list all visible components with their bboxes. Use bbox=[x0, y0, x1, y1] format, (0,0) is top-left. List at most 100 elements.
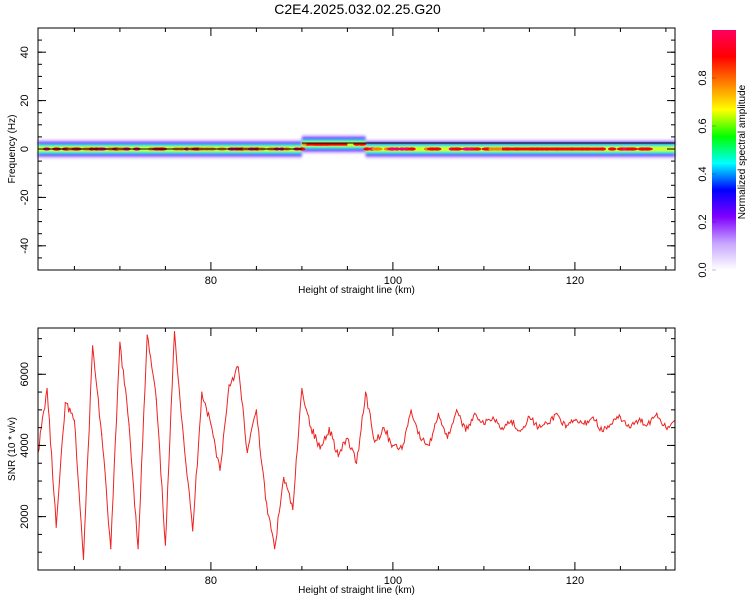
snr-y-tick-label: 4000 bbox=[19, 433, 31, 457]
snr-data-point bbox=[292, 508, 294, 511]
colorbar-tick-label: 0.8 bbox=[697, 70, 709, 85]
spectrogram-y-tick-label: -20 bbox=[19, 189, 31, 205]
spectrogram-x-axis-title: Height of straight line (km) bbox=[298, 285, 415, 296]
snr-data-point bbox=[446, 437, 449, 439]
snr-data-point bbox=[647, 423, 649, 425]
snr-data-point bbox=[501, 427, 503, 429]
snr-data-point bbox=[119, 341, 121, 343]
snr-data-point bbox=[346, 437, 348, 439]
snr-data-point bbox=[619, 416, 622, 418]
snr-data-point bbox=[310, 427, 312, 429]
snr-data-point bbox=[401, 448, 403, 450]
band-hotspot bbox=[607, 147, 617, 151]
snr-series-line bbox=[37, 331, 676, 560]
spectrogram-x-tick-label: 120 bbox=[566, 275, 584, 287]
snr-data-point bbox=[355, 462, 358, 464]
snr-data-point bbox=[128, 423, 130, 425]
snr-data-point bbox=[246, 451, 248, 454]
snr-data-point bbox=[492, 416, 494, 418]
snr-data-point bbox=[92, 345, 94, 347]
snr-data-point bbox=[55, 526, 57, 528]
snr-data-point bbox=[264, 498, 267, 500]
snr-data-point bbox=[192, 530, 194, 532]
snr-data-point bbox=[46, 387, 48, 390]
spectrogram-y-tick-label: 40 bbox=[19, 46, 31, 58]
spectrogram-y-tick-label: 20 bbox=[19, 94, 31, 106]
snr-plot-frame bbox=[37, 327, 676, 571]
band-hotspot bbox=[408, 147, 416, 151]
snr-data-point bbox=[337, 455, 339, 457]
spectrogram-y-tick-label: 0 bbox=[19, 146, 31, 152]
colorbar: 0.0 0.2 0.4 0.6 0.8 Normalized spectral ampli… bbox=[697, 30, 748, 278]
band-strong-segment bbox=[306, 142, 348, 146]
snr-data-point bbox=[228, 384, 230, 386]
snr-data-point bbox=[392, 444, 394, 447]
band-hotspot bbox=[472, 147, 482, 151]
page-title: C2E4.2025.032.02.25.G20 bbox=[274, 1, 441, 17]
snr-data-point bbox=[456, 409, 458, 411]
snr-data-point bbox=[537, 427, 540, 429]
snr-x-tick-label: 80 bbox=[205, 575, 217, 587]
snr-data-point bbox=[201, 391, 203, 393]
snr-data-point bbox=[556, 412, 558, 415]
snr-data-point bbox=[628, 427, 631, 429]
spectral-band bbox=[38, 134, 675, 159]
colorbar-tick-label: 0.0 bbox=[697, 262, 709, 277]
snr-data-point bbox=[583, 423, 585, 425]
snr-data-point bbox=[474, 412, 476, 415]
spectrogram-plot-frame bbox=[37, 27, 676, 271]
snr-panel: 80 100 120 2000 4000 6000 Height of straight l… bbox=[7, 327, 676, 596]
snr-data-point bbox=[219, 469, 221, 471]
colorbar-tick-label: 0.4 bbox=[697, 166, 709, 181]
snr-data-point bbox=[528, 416, 531, 418]
band-hotspot bbox=[641, 147, 653, 151]
snr-data-point bbox=[483, 423, 485, 425]
snr-x-tick-label: 120 bbox=[566, 575, 584, 587]
spectrogram-y-axis-title: Frequency (Hz) bbox=[7, 115, 18, 184]
snr-data-point bbox=[465, 430, 467, 432]
colorbar-gradient bbox=[712, 30, 736, 270]
spectrogram-y-tick-label: -40 bbox=[19, 238, 31, 254]
snr-data-point bbox=[365, 391, 367, 393]
snr-data-point bbox=[210, 423, 212, 425]
snr-data-point bbox=[656, 412, 658, 415]
band-strong-segment bbox=[502, 147, 603, 151]
snr-data-point bbox=[374, 441, 376, 443]
snr-data-point bbox=[274, 548, 276, 550]
snr-data-point bbox=[64, 402, 66, 404]
snr-data-point bbox=[519, 430, 521, 432]
colorbar-tick-label: 0.2 bbox=[697, 214, 709, 229]
snr-data-point bbox=[592, 416, 594, 418]
snr-data-point bbox=[164, 544, 166, 546]
snr-data-point bbox=[383, 427, 385, 429]
band-hotspot bbox=[626, 147, 639, 151]
snr-data-point bbox=[419, 437, 421, 439]
snr-data-point bbox=[510, 419, 512, 422]
snr-y-axis-title: SNR (10 * v/v) bbox=[7, 417, 18, 481]
snr-data-point bbox=[155, 398, 157, 400]
snr-data-point bbox=[410, 409, 412, 411]
snr-data-point bbox=[283, 476, 285, 479]
snr-data-point bbox=[137, 548, 139, 550]
snr-y-tick-label: 2000 bbox=[19, 504, 31, 528]
colorbar-tick-label: 0.6 bbox=[697, 118, 709, 133]
snr-data-point bbox=[73, 419, 75, 422]
snr-data-point bbox=[255, 409, 257, 411]
spectrogram-x-tick-label: 80 bbox=[205, 275, 217, 287]
snr-data-point bbox=[237, 366, 239, 368]
snr-data-point bbox=[428, 444, 430, 447]
band-hotspot bbox=[432, 147, 442, 151]
snr-data-point bbox=[146, 334, 148, 336]
spectrogram-panel: 80 100 120 -40 -20 0 20 40 Height of straight li… bbox=[7, 27, 676, 296]
snr-data-point bbox=[437, 412, 439, 415]
snr-data-point bbox=[183, 437, 185, 439]
snr-data-point bbox=[110, 548, 112, 550]
snr-data-point bbox=[574, 419, 576, 422]
snr-y-tick-label: 6000 bbox=[19, 362, 31, 386]
band-hotspot bbox=[451, 147, 463, 151]
snr-data-point bbox=[665, 427, 667, 429]
snr-data-point bbox=[82, 558, 85, 560]
band-hotspots bbox=[42, 142, 653, 151]
spectrogram-x-tick-label: 100 bbox=[384, 275, 402, 287]
